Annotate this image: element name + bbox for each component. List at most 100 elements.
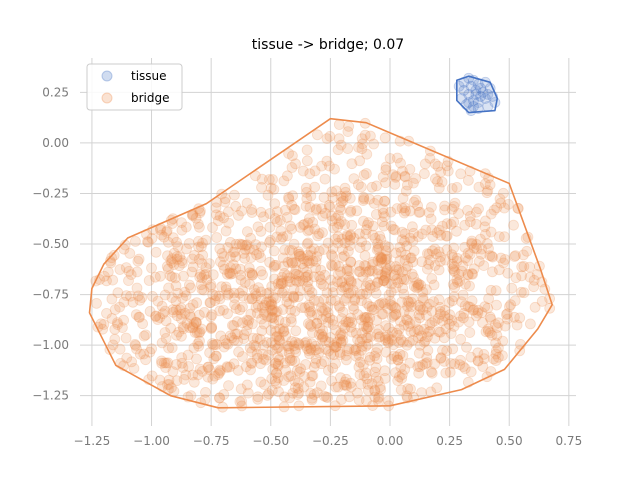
bridge-point bbox=[446, 249, 458, 261]
bridge-point bbox=[312, 230, 324, 242]
bridge-point bbox=[223, 217, 235, 229]
bridge-point bbox=[435, 352, 447, 364]
bridge-point bbox=[441, 230, 453, 242]
bridge-point bbox=[433, 182, 445, 194]
bridge-point bbox=[288, 238, 300, 250]
bridge-point bbox=[397, 350, 409, 362]
bridge-point bbox=[192, 218, 204, 230]
bridge-point bbox=[256, 325, 268, 337]
bridge-point bbox=[297, 275, 309, 287]
bridge-point bbox=[382, 336, 394, 347]
bridge-point bbox=[166, 271, 178, 283]
bridge-point bbox=[224, 251, 236, 263]
bridge-point bbox=[372, 238, 384, 250]
bridge-point bbox=[500, 309, 512, 321]
bridge-point bbox=[313, 245, 325, 257]
bridge-point bbox=[441, 160, 453, 172]
bridge-point bbox=[364, 300, 375, 312]
bridge-point bbox=[289, 204, 301, 216]
bridge-point bbox=[497, 335, 509, 347]
bridge-point bbox=[328, 342, 340, 354]
bridge-point bbox=[297, 165, 309, 177]
bridge-point bbox=[160, 362, 172, 373]
bridge-point bbox=[365, 331, 377, 342]
bridge-point bbox=[318, 390, 330, 402]
bridge-point bbox=[304, 250, 316, 262]
bridge-point bbox=[319, 173, 331, 185]
bridge-point bbox=[394, 241, 406, 253]
bridge-point bbox=[336, 330, 348, 342]
y-tick-label: −0.25 bbox=[32, 186, 69, 200]
bridge-point bbox=[414, 339, 426, 351]
bridge-point bbox=[391, 203, 403, 214]
bridge-point bbox=[333, 300, 345, 312]
bridge-point bbox=[221, 338, 232, 349]
bridge-point bbox=[272, 278, 284, 290]
bridge-point bbox=[389, 269, 401, 280]
bridge-point bbox=[219, 193, 231, 205]
bridge-point bbox=[308, 294, 320, 306]
bridge-point bbox=[345, 321, 357, 333]
bridge-point bbox=[245, 364, 256, 376]
bridge-point bbox=[362, 385, 374, 396]
bridge-point bbox=[256, 181, 267, 193]
bridge-point bbox=[316, 160, 328, 172]
bridge-point bbox=[484, 179, 496, 191]
bridge-point bbox=[375, 384, 387, 396]
bridge-point bbox=[468, 304, 480, 316]
bridge-point bbox=[480, 215, 491, 227]
bridge-point bbox=[477, 317, 488, 328]
bridge-point bbox=[276, 287, 288, 299]
bridge-point bbox=[486, 329, 498, 341]
bridge-point bbox=[470, 310, 482, 322]
bridge-point bbox=[473, 255, 485, 267]
bridge-point bbox=[361, 219, 373, 231]
bridge-point bbox=[198, 269, 210, 281]
bridge-point bbox=[144, 346, 156, 358]
bridge-point bbox=[372, 328, 383, 340]
bridge-point bbox=[337, 244, 348, 255]
bridge-point bbox=[346, 326, 358, 338]
bridge-point bbox=[302, 276, 314, 288]
bridge-point bbox=[236, 395, 248, 407]
bridge-point bbox=[101, 275, 112, 287]
bridge-point bbox=[376, 257, 388, 269]
bridge-point bbox=[377, 297, 388, 309]
bridge-point bbox=[334, 346, 346, 358]
bridge-point bbox=[358, 169, 370, 181]
bridge-point bbox=[268, 318, 280, 329]
bridge-point bbox=[364, 264, 376, 276]
bridge-point bbox=[292, 383, 304, 394]
bridge-point bbox=[305, 320, 317, 332]
bridge-point bbox=[311, 309, 323, 321]
bridge-point bbox=[118, 243, 130, 255]
bridge-point bbox=[442, 313, 454, 325]
bridge-point bbox=[210, 350, 222, 362]
bridge-point bbox=[157, 308, 169, 320]
bridge-point bbox=[363, 321, 374, 333]
bridge-point bbox=[360, 168, 372, 179]
bridge-point bbox=[227, 246, 239, 258]
bridge-point bbox=[142, 236, 153, 248]
bridge-point bbox=[195, 279, 207, 291]
bridge-point bbox=[265, 296, 277, 308]
bridge-point bbox=[337, 306, 349, 318]
bridge-point bbox=[274, 323, 286, 335]
bridge-point bbox=[263, 296, 275, 307]
bridge-point bbox=[505, 299, 517, 311]
bridge-point bbox=[372, 264, 384, 276]
bridge-point bbox=[272, 358, 284, 370]
bridge-point bbox=[209, 339, 221, 350]
bridge-point bbox=[278, 285, 290, 297]
bridge-point bbox=[361, 287, 372, 299]
bridge-point bbox=[259, 379, 270, 391]
bridge-point bbox=[446, 315, 458, 326]
bridge-point bbox=[241, 325, 253, 337]
bridge-point bbox=[320, 391, 332, 403]
bridge-point bbox=[426, 245, 438, 257]
bridge-point bbox=[243, 293, 255, 304]
bridge-point bbox=[410, 316, 422, 328]
grid bbox=[80, 58, 576, 426]
bridge-point bbox=[330, 185, 342, 197]
